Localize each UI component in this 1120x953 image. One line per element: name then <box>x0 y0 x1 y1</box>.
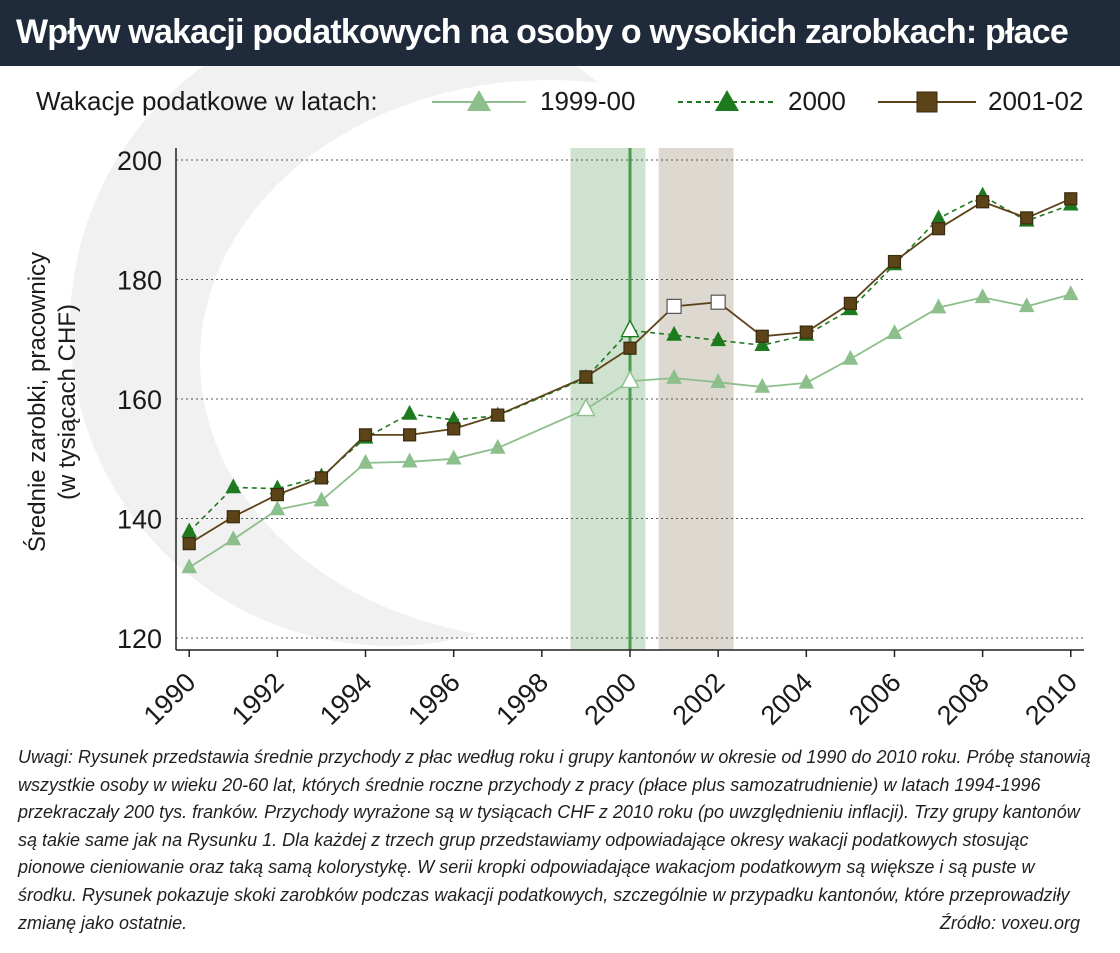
point-2001-02-2001 <box>666 298 682 314</box>
point-1999-00-1990 <box>181 558 198 574</box>
legend-marker-2001-02 <box>916 91 938 113</box>
x-tick-label: 1990 <box>138 667 202 731</box>
point-1999-00-2001 <box>666 368 682 384</box>
point-2001-02-2009 <box>1020 211 1034 225</box>
point-1999-00-2004 <box>798 373 815 389</box>
point-1999-00-1993 <box>313 491 330 507</box>
title-bar: Wpływ wakacji podatkowych na osoby o wys… <box>0 0 1120 66</box>
point-1999-00-2006 <box>886 324 903 340</box>
point-1999-00-1996 <box>445 449 462 465</box>
point-2001-02-1995 <box>403 428 417 442</box>
x-tick-label: 2000 <box>579 667 643 731</box>
x-tick-label: 2004 <box>755 667 819 731</box>
x-tick-label: 2002 <box>667 667 731 731</box>
point-1999-00-1995 <box>401 452 418 468</box>
point-2001-02-1996 <box>447 422 461 436</box>
legend-label-2000: 2000 <box>788 86 846 116</box>
point-1999-00-2009 <box>1018 297 1035 313</box>
point-2001-02-2004 <box>799 325 813 339</box>
point-1999-00-1994 <box>357 453 374 469</box>
legend-title: Wakacje podatkowe w latach: <box>36 86 378 116</box>
legend-marker-1999-00 <box>467 90 491 111</box>
point-1999-00-1997 <box>489 438 506 454</box>
point-2001-02-1990 <box>182 537 196 551</box>
point-2000-2002 <box>710 331 726 347</box>
legend: Wakacje podatkowe w latach: 1999-00 2000… <box>0 78 1120 126</box>
point-1999-00-2010 <box>1062 285 1079 301</box>
point-2001-02-1997 <box>491 408 505 422</box>
point-1999-00-2007 <box>930 298 947 314</box>
point-2001-02-1999 <box>579 370 593 384</box>
point-2001-02-2003 <box>755 329 769 343</box>
point-2000-2000 <box>620 318 640 338</box>
point-2000-2001 <box>666 325 682 341</box>
x-tick-label: 1994 <box>314 667 378 731</box>
y-tick-label: 200 <box>117 146 162 176</box>
point-2000-2003 <box>754 336 771 351</box>
x-tick-label: 1992 <box>226 667 290 731</box>
x-tick-label: 2008 <box>931 667 995 731</box>
y-tick-label: 180 <box>117 265 162 295</box>
point-2001-02-2006 <box>887 254 902 269</box>
legend-keys <box>432 90 976 113</box>
series-line-2001-02 <box>188 197 1072 545</box>
point-1999-00-1999 <box>576 397 596 417</box>
point-2001-02-2007 <box>931 222 946 236</box>
point-2000-1991 <box>225 478 242 494</box>
x-tick-label: 2010 <box>1019 667 1083 731</box>
point-2001-02-2000 <box>623 341 637 355</box>
point-1999-00-2002 <box>710 373 726 389</box>
line-chart: 120 140 160 180 200 1990 1992 1994 1996 1998 2000 2… <box>117 146 1084 731</box>
x-tick-label: 1998 <box>490 667 554 731</box>
point-2001-02-2002 <box>710 294 726 310</box>
source-text: Źródło: voxeu.org <box>939 913 1080 933</box>
point-2001-02-1994 <box>358 428 373 442</box>
y-tick-label: 140 <box>117 505 162 535</box>
point-2001-02-2010 <box>1064 192 1078 206</box>
chart-title: Wpływ wakacji podatkowych na osoby o wys… <box>16 13 1069 51</box>
point-2001-02-1992 <box>270 488 284 502</box>
point-1999-00-2008 <box>974 288 991 304</box>
point-1999-00-1992 <box>269 500 286 516</box>
point-2001-02-2005 <box>843 296 857 310</box>
point-1999-00-1991 <box>225 530 242 546</box>
point-2001-02-1991 <box>226 510 240 524</box>
legend-label-1999-00: 1999-00 <box>540 86 636 116</box>
point-1999-00-2005 <box>842 349 859 365</box>
legend-marker-2000 <box>715 90 739 111</box>
legend-label-2001-02: 2001-02 <box>988 86 1084 116</box>
series-line-1999-00 <box>188 293 1072 569</box>
notes-text: Uwagi: Rysunek przedstawia średnie przyc… <box>18 747 1091 933</box>
x-tick-label: 1996 <box>402 667 466 731</box>
y-tick-label: 120 <box>117 624 162 654</box>
point-2000-2007 <box>930 209 947 225</box>
point-2000-1995 <box>401 404 418 420</box>
point-2001-02-2008 <box>976 195 990 209</box>
point-1999-00-2000 <box>620 369 640 389</box>
point-1999-00-2003 <box>754 377 771 393</box>
y-tick-label: 160 <box>117 385 162 415</box>
background-watermark-cutout <box>200 80 900 640</box>
point-2001-02-1993 <box>314 471 329 485</box>
x-tick-label: 2006 <box>843 667 907 731</box>
point-2000-1990 <box>181 522 198 538</box>
